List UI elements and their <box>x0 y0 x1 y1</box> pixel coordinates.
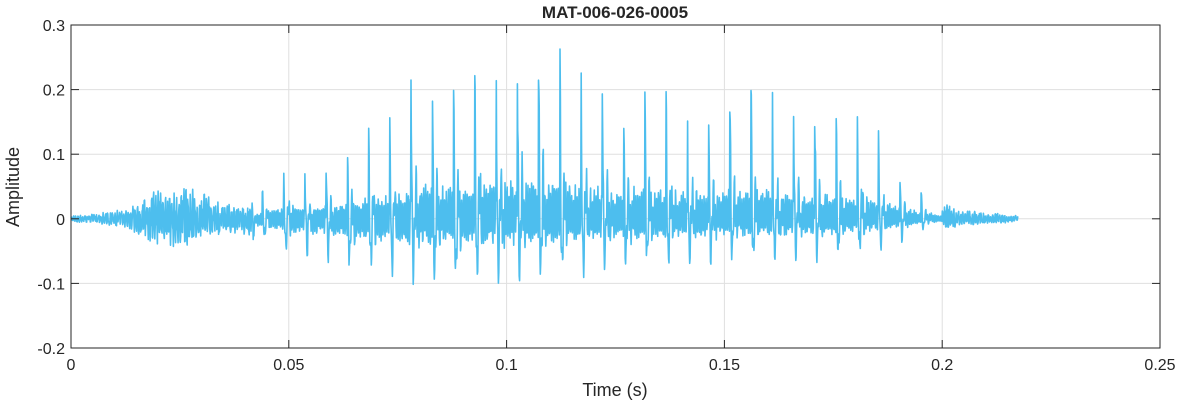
y-tick-label: 0.1 <box>43 147 65 164</box>
x-tick-label: 0.25 <box>1144 357 1175 374</box>
y-tick-label: -0.2 <box>37 341 65 358</box>
y-tick-label: -0.1 <box>37 276 65 293</box>
waveform-series <box>70 48 1019 286</box>
plot-frame <box>70 24 1161 349</box>
x-tick-label: 0.15 <box>709 357 740 374</box>
x-tick-label: 0.1 <box>495 357 517 374</box>
y-tick-label: 0.3 <box>43 18 65 35</box>
x-tick-label: 0.05 <box>273 357 304 374</box>
waveform-line <box>70 48 1019 286</box>
y-tick-label: 0.2 <box>43 83 65 100</box>
x-tick-label: 0.2 <box>931 357 953 374</box>
plot-background <box>71 25 1160 348</box>
y-axis-label: Amplitude <box>3 147 23 227</box>
axis-ticks: 0 0.05 0.1 0.15 0.2 0.25 -0.2 -0.1 0 0.1 0.2 0.3 <box>37 18 1175 374</box>
chart-title: MAT-006-026-0005 <box>542 3 688 22</box>
x-tick-label: 0 <box>67 357 76 374</box>
x-axis-label: Time (s) <box>582 380 647 400</box>
y-tick-label: 0 <box>56 212 65 229</box>
